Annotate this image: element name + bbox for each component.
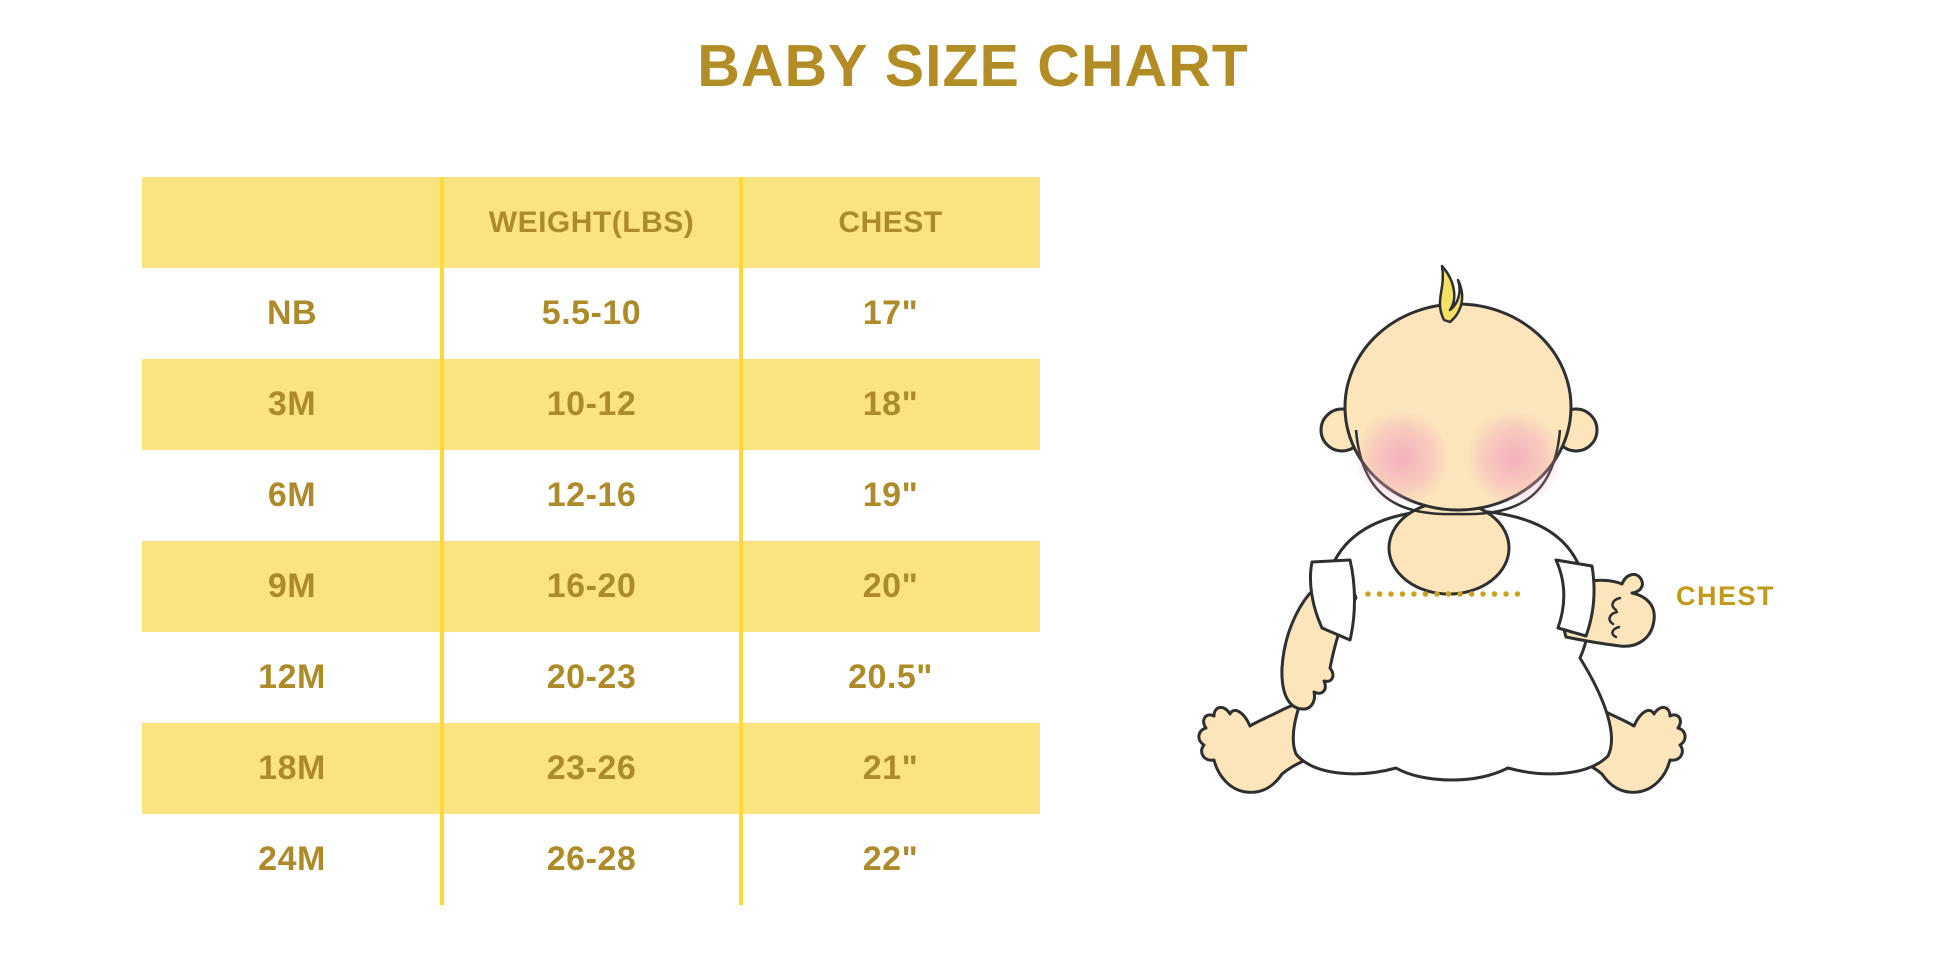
chest-cell: 22" [862,840,919,878]
size-cell: 3M [267,385,317,423]
size-cell: 9M [267,567,317,605]
baby-fist-knuckles [1608,596,1622,639]
baby-neck [1387,500,1511,596]
baby-onesie [1291,508,1613,782]
chest-cell: 20.5" [848,658,933,696]
column-divider-line [739,177,743,905]
table-row: 3M 10-12 18" [142,359,1040,450]
table-row: 9M 16-20 20" [142,541,1040,632]
size-cell: 12M [258,658,326,696]
chest-cell: 20" [862,567,919,605]
page-title: BABY SIZE CHART [697,33,1249,99]
table-row: NB 5.5-10 17" [142,268,1040,359]
chest-cell: 18" [862,385,919,423]
header-chest-cell: CHEST [838,205,943,239]
baby-cheek-right [1466,410,1562,506]
weight-cell: 5.5-10 [541,294,642,332]
table-row: 12M 20-23 20.5" [142,632,1040,723]
baby-illustration [1197,264,1687,794]
size-cell: 18M [258,749,326,787]
table-header-row: WEIGHT(LBS) CHEST [142,177,1040,268]
table-row: 18M 23-26 21" [142,723,1040,814]
table-row: 6M 12-16 19" [142,450,1040,541]
size-cell: 6M [267,476,317,514]
table-row: 24M 26-28 22" [142,814,1040,905]
chest-cell: 21" [862,749,919,787]
baby-hair-tuft [1438,264,1464,324]
size-cell: 24M [258,840,326,878]
column-divider-line [440,177,444,905]
baby-cheek-left [1354,410,1450,506]
weight-cell: 10-12 [546,385,637,423]
size-cell: NB [266,294,318,332]
chest-cell: 19" [862,476,919,514]
chest-cell: 17" [862,294,919,332]
baby-left-sleeve [1308,558,1356,642]
header-size-cell [142,177,442,268]
baby-right-sleeve [1554,558,1596,638]
weight-cell: 12-16 [546,476,637,514]
weight-cell: 16-20 [546,567,637,605]
chest-label: CHEST [1676,581,1776,611]
size-table: WEIGHT(LBS) CHEST NB 5.5-10 17" 3M 10-12… [142,177,1040,905]
weight-cell: 23-26 [546,749,637,787]
header-weight-cell: WEIGHT(LBS) [488,205,695,239]
weight-cell: 26-28 [546,840,637,878]
weight-cell: 20-23 [546,658,637,696]
